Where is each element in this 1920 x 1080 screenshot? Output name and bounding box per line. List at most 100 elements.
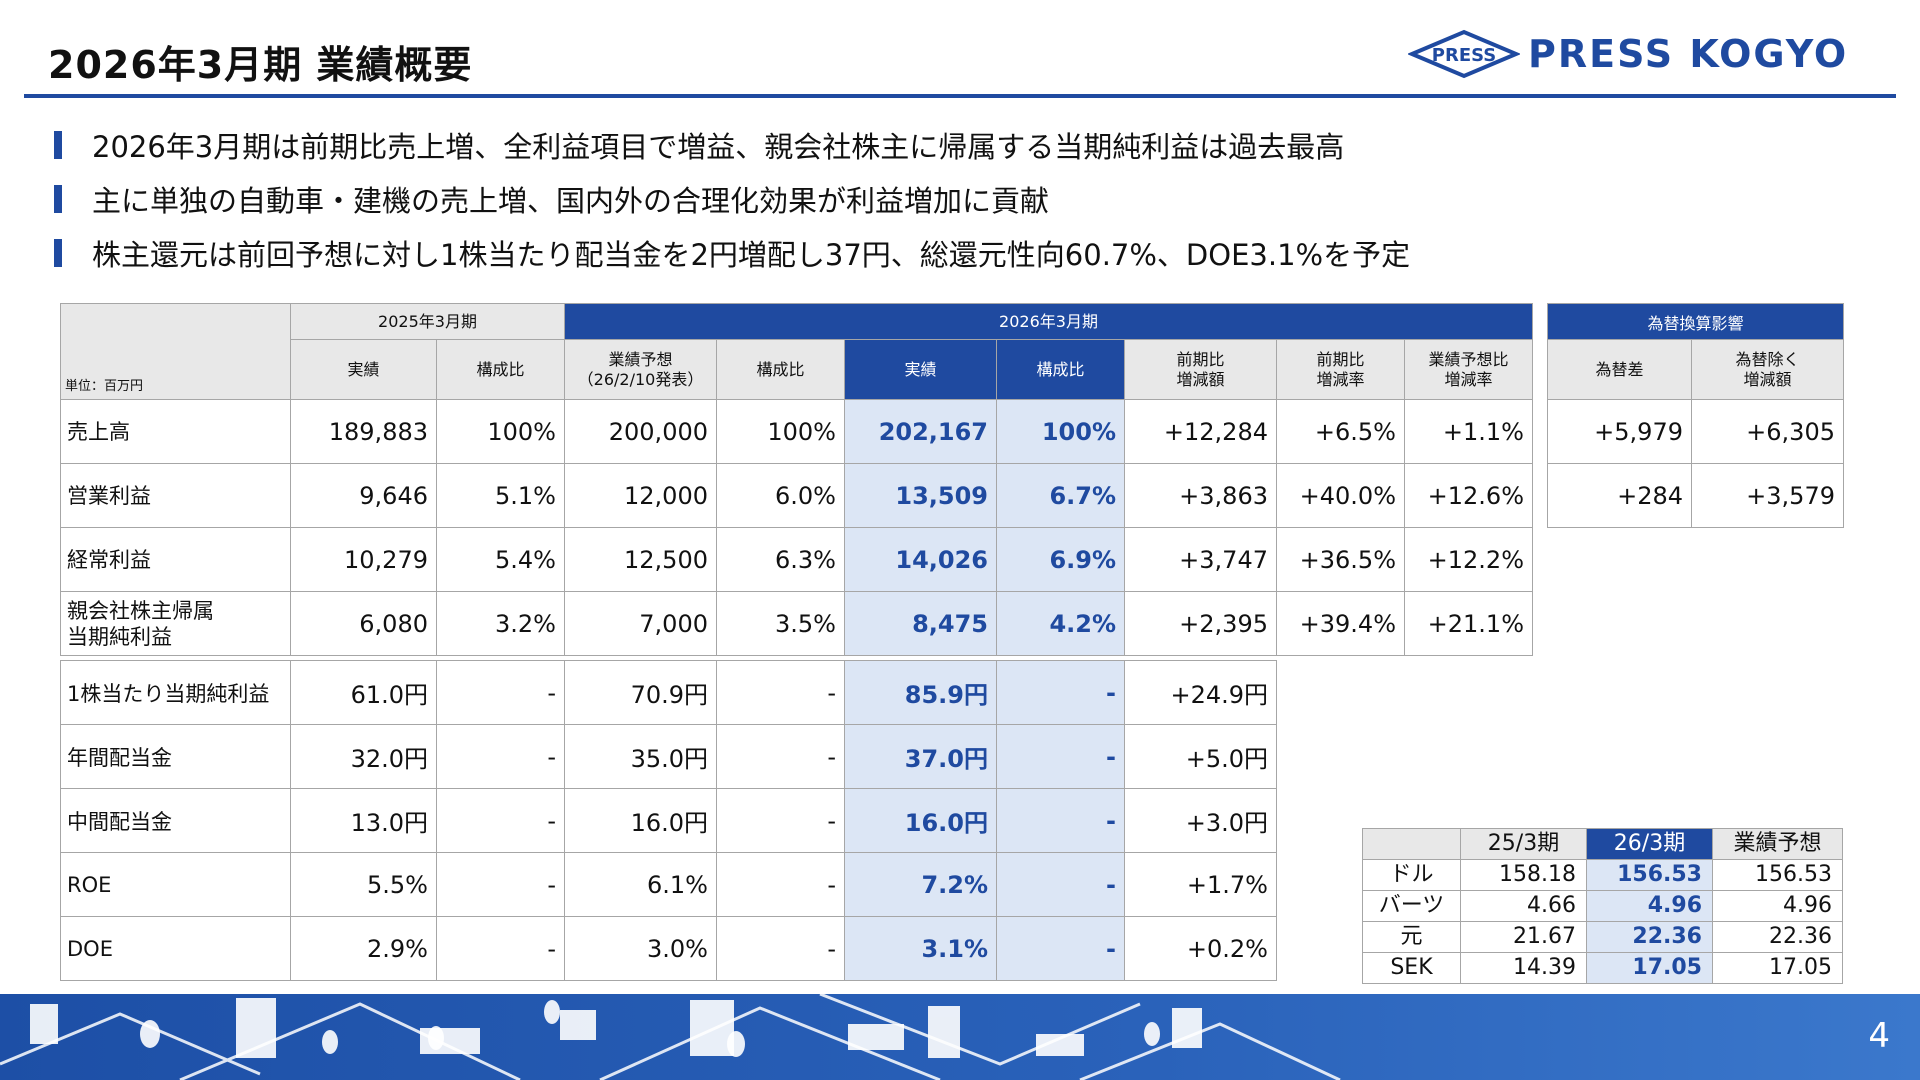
row-label-line2: 当期純利益 — [67, 624, 172, 649]
summary-bullets: 2026年3月期は前期比売上増、全利益項目で増益、親会社株主に帰属する当期純利益… — [54, 118, 1854, 280]
rate-fy25: 14.39 — [1460, 952, 1587, 984]
cell-ratio-2026: 6.9% — [996, 527, 1125, 592]
cell-yoy-rate: +39.4% — [1276, 591, 1405, 656]
cell-forecast: 7,000 — [564, 591, 717, 656]
cell-actual-2026: 85.9円 — [844, 660, 997, 725]
yoy-rate-line1: 前期比 — [1316, 349, 1365, 369]
bullet-item: 株主還元は前回予想に対し1株当たり配当金を2円増配し37円、総還元性向60.7%… — [54, 226, 1854, 280]
bullet-item: 2026年3月期は前期比売上増、全利益項目で増益、親会社株主に帰属する当期純利益… — [54, 118, 1854, 172]
cell-ratio-2026: 100% — [996, 399, 1125, 464]
row-label: 経常利益 — [60, 527, 291, 592]
currency-label: ドル — [1362, 859, 1461, 891]
bullet-marker — [54, 239, 62, 267]
page-title: 2026年3月期 業績概要 — [48, 43, 473, 87]
table-row-ordinary-profit: 経常利益 10,279 5.4% 12,500 6.3% 14,026 6.9%… — [60, 527, 1533, 592]
table-row-roe: ROE 5.5% - 6.1% - 7.2% - +1.7% — [60, 852, 1277, 917]
cell-ratio-2025: 5.1% — [436, 463, 565, 528]
cell-actual-2026: 202,167 — [844, 399, 997, 464]
cell-ratio-forecast: - — [716, 788, 845, 853]
table-row-eps: 1株当たり当期純利益 61.0円 - 70.9円 - 85.9円 - +24.9… — [60, 660, 1277, 725]
cell-actual-2025: 61.0円 — [290, 660, 437, 725]
rates-col-fy26: 26/3期 — [1586, 828, 1713, 860]
cell-actual-2025: 32.0円 — [290, 724, 437, 789]
cell-actual-2025: 2.9% — [290, 916, 437, 981]
cell-ratio-2026: - — [996, 660, 1125, 725]
cell-ratio-2026: - — [996, 788, 1125, 853]
cell-ratio-2025: - — [436, 916, 565, 981]
cell-ratio-forecast: - — [716, 916, 845, 981]
cell-actual-2025: 6,080 — [290, 591, 437, 656]
cell-yoy-amount: +0.2% — [1124, 916, 1277, 981]
fx-cell-excl: +6,305 — [1691, 399, 1844, 464]
cell-ratio-2025: - — [436, 724, 565, 789]
cell-yoy-amount: +5.0円 — [1124, 724, 1277, 789]
city-illustration-icon — [0, 994, 1920, 1080]
fx-header-group: 為替換算影響 — [1547, 303, 1844, 340]
cell-yoy-amount: +3,863 — [1124, 463, 1277, 528]
cell-ratio-2025: 3.2% — [436, 591, 565, 656]
rates-row-usd: ドル 158.18 156.53 156.53 — [1362, 859, 1843, 891]
forecast-header-line1: 業績予想 — [608, 349, 673, 369]
cell-ratio-2025: - — [436, 852, 565, 917]
col-header-ratio-forecast: 構成比 — [716, 339, 845, 400]
cell-ratio-forecast: - — [716, 724, 845, 789]
slide-header: 2026年3月期 業績概要 PRESS PRESS KOGYO — [0, 0, 1920, 100]
bullet-text: 2026年3月期は前期比売上増、全利益項目で増益、親会社株主に帰属する当期純利益… — [92, 130, 1345, 164]
bullet-item: 主に単独の自動車・建機の売上増、国内外の合理化効果が利益増加に貢献 — [54, 172, 1854, 226]
yoy-amount-line1: 前期比 — [1176, 349, 1225, 369]
cell-forecast: 35.0円 — [564, 724, 717, 789]
fx-cell-diff: +5,979 — [1547, 399, 1692, 464]
table-row-doe: DOE 2.9% - 3.0% - 3.1% - +0.2% — [60, 916, 1277, 981]
fx-header-group-row: 為替換算影響 — [1547, 303, 1844, 340]
page-number: 4 — [1868, 1016, 1890, 1056]
per-share-table: 1株当たり当期純利益 61.0円 - 70.9円 - 85.9円 - +24.9… — [60, 660, 1277, 981]
cell-ratio-2025: 5.4% — [436, 527, 565, 592]
cell-ratio-2026: 4.2% — [996, 591, 1125, 656]
cell-ratio-forecast: - — [716, 660, 845, 725]
fx-impact-table: 為替換算影響 為替差 為替除く 増減額 +5,979 +6,305 +284 +3… — [1547, 303, 1844, 528]
cell-actual-2026: 7.2% — [844, 852, 997, 917]
cell-actual-2025: 5.5% — [290, 852, 437, 917]
cell-forecast-rate: +12.6% — [1404, 463, 1533, 528]
table-row-interim-dividend: 中間配当金 13.0円 - 16.0円 - 16.0円 - +3.0円 — [60, 788, 1277, 853]
bullet-text: 主に単独の自動車・建機の売上増、国内外の合理化効果が利益増加に貢献 — [92, 184, 1050, 218]
rate-fy25: 4.66 — [1460, 890, 1587, 922]
yoy-rate-line2: 増減率 — [1316, 369, 1365, 389]
fx-row-net-sales: +5,979 +6,305 — [1547, 399, 1844, 464]
fx-col-header-excl: 為替除く 増減額 — [1691, 339, 1844, 400]
row-label-line1: 親会社株主帰属 — [67, 598, 214, 623]
fx-cell-excl: +3,579 — [1691, 463, 1844, 528]
cell-ratio-forecast: 6.3% — [716, 527, 845, 592]
cell-yoy-rate: +40.0% — [1276, 463, 1405, 528]
cell-yoy-amount: +1.7% — [1124, 852, 1277, 917]
cell-ratio-2026: - — [996, 724, 1125, 789]
rate-forecast: 22.36 — [1712, 921, 1843, 953]
press-emblem-icon: PRESS — [1408, 29, 1520, 79]
rates-row-thb: バーツ 4.66 4.96 4.96 — [1362, 890, 1843, 922]
cell-actual-2026: 14,026 — [844, 527, 997, 592]
col-header-forecast: 業績予想 （26/2/10発表） — [564, 339, 717, 400]
cell-forecast-rate: +21.1% — [1404, 591, 1533, 656]
cell-forecast: 12,500 — [564, 527, 717, 592]
header-row-groups: 単位：百万円 2025年3月期 2026年3月期 — [60, 303, 1533, 400]
exchange-rate-table: 25/3期 26/3期 業績予想 ドル 158.18 156.53 156.53… — [1362, 828, 1843, 984]
bullet-marker — [54, 131, 62, 159]
company-logo: PRESS PRESS KOGYO — [1408, 28, 1888, 80]
cell-yoy-amount: +3.0円 — [1124, 788, 1277, 853]
rate-forecast: 4.96 — [1712, 890, 1843, 922]
rates-row-sek: SEK 14.39 17.05 17.05 — [1362, 952, 1843, 984]
rates-row-cny: 元 21.67 22.36 22.36 — [1362, 921, 1843, 953]
rate-fy26: 22.36 — [1586, 921, 1713, 953]
row-label: ROE — [60, 852, 291, 917]
row-label: DOE — [60, 916, 291, 981]
cell-yoy-amount: +12,284 — [1124, 399, 1277, 464]
col-header-ratio-2026: 構成比 — [996, 339, 1125, 400]
rates-header-blank — [1362, 828, 1461, 860]
cell-ratio-2026: 6.7% — [996, 463, 1125, 528]
row-label: 中間配当金 — [60, 788, 291, 853]
fx-excl-line2: 増減額 — [1743, 369, 1792, 389]
cell-actual-2026: 13,509 — [844, 463, 997, 528]
results-table: 単位：百万円 2025年3月期 2026年3月期 実績 構成比 業績予想 （26/… — [60, 303, 1533, 656]
fx-row-operating-profit: +284 +3,579 — [1547, 463, 1844, 528]
rates-col-forecast: 業績予想 — [1712, 828, 1843, 860]
